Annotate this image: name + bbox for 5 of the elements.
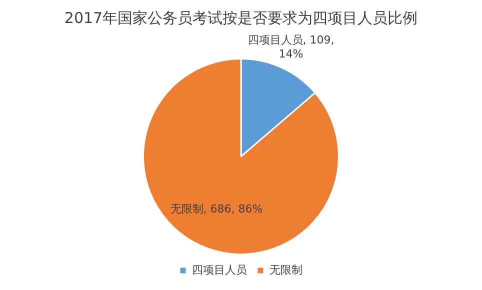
legend-label: 无限制 [270, 263, 302, 276]
data-label: 无限制, 686, 86% [170, 202, 263, 216]
legend-label: 四项目人员 [192, 263, 247, 276]
chart-title: 2017年国家公务员考试按是否要求为四项目人员比例 [64, 8, 418, 27]
data-label: 四项目人员, 109, 14% [248, 34, 334, 61]
